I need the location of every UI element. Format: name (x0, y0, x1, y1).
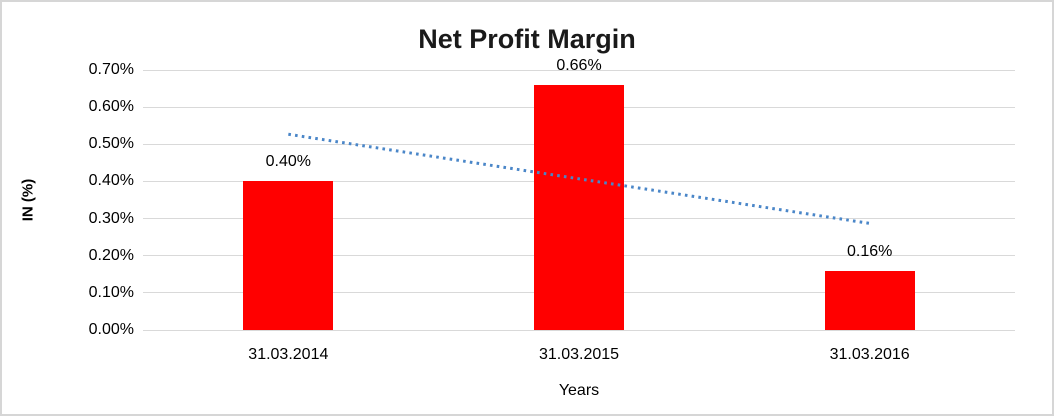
x-axis-tick-label: 31.03.2015 (538, 346, 620, 363)
x-axis-title: Years (558, 382, 600, 399)
y-axis-title: IN (%) (19, 178, 37, 222)
chart-title: Net Profit Margin (418, 24, 636, 54)
bar-31.03.2014 (243, 181, 334, 330)
y-axis-tick-label: 0.10% (88, 283, 134, 301)
x-axis-tick-label: 31.03.2014 (248, 346, 329, 363)
plot-area: Years 0.00% 0.10% 0.20% 0.30% 0.40% 0.50% 0.60… (89, 57, 1015, 399)
bar-data-label: 0.40% (265, 153, 312, 171)
y-axis-tick-label: 0.70% (88, 61, 134, 78)
y-axis-tick-label: 0.00% (88, 321, 134, 338)
gridline (143, 69, 1015, 71)
y-axis-tick-label: 0.60% (88, 98, 134, 116)
gridline (143, 329, 1015, 331)
y-axis-tick-label: 0.20% (88, 246, 134, 264)
bar-data-label: 0.16% (846, 242, 893, 260)
y-axis-tick-label: 0.50% (88, 135, 134, 153)
y-axis-tick-label: 0.40% (88, 172, 134, 190)
x-axis-tick-label: 31.03.2016 (829, 346, 910, 363)
y-axis-tick-label: 0.30% (88, 209, 134, 227)
bar-31.03.2015 (534, 84, 624, 330)
bar-data-label: 0.66% (556, 56, 602, 74)
bar-31.03.2016 (824, 270, 915, 330)
